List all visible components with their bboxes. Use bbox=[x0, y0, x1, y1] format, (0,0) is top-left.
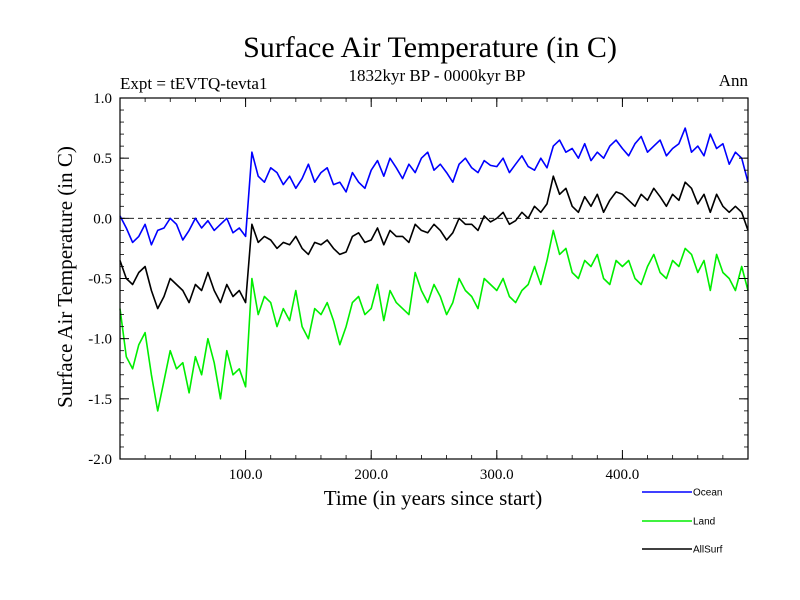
experiment-label: Expt = tEVTQ-tevta1 bbox=[120, 74, 267, 93]
legend-label-allsurf: AllSurf bbox=[693, 545, 723, 556]
legend-label-land: Land bbox=[693, 517, 715, 528]
y-tick-label: -1.0 bbox=[88, 332, 112, 348]
plot-area: -2.0 -1.5 -1.0 -0.5 0.0 0.5 1.0 100.0 200.0 300.0… bbox=[88, 91, 749, 483]
time-range-label: 1832kyr BP - 0000kyr BP bbox=[349, 66, 526, 85]
x-tick-label: 300.0 bbox=[480, 467, 514, 483]
y-tick-label: -0.5 bbox=[88, 272, 112, 288]
x-tick-label: 400.0 bbox=[606, 467, 640, 483]
season-label: Ann bbox=[719, 71, 749, 90]
x-tick-label: 200.0 bbox=[354, 467, 388, 483]
series-line-land bbox=[119, 229, 749, 412]
legend: Ocean Land AllSurf bbox=[642, 488, 723, 556]
y-tick-label: 0.0 bbox=[93, 211, 112, 227]
x-axis-label: Time (in years since start) bbox=[324, 486, 543, 510]
plot-frame bbox=[119, 97, 749, 460]
y-tick-label: -2.0 bbox=[88, 452, 112, 468]
series-line-ocean bbox=[119, 127, 749, 246]
y-tick-label: -1.5 bbox=[88, 392, 112, 408]
y-axis-label: Surface Air Temperature (in C) bbox=[53, 146, 77, 408]
y-tick-label: 0.5 bbox=[93, 151, 112, 167]
x-tick-label: 100.0 bbox=[229, 467, 263, 483]
series-line-allsurf bbox=[119, 175, 749, 310]
chart-title: Surface Air Temperature (in C) bbox=[243, 31, 617, 64]
y-tick-label: 1.0 bbox=[93, 91, 112, 107]
legend-label-ocean: Ocean bbox=[693, 488, 722, 499]
